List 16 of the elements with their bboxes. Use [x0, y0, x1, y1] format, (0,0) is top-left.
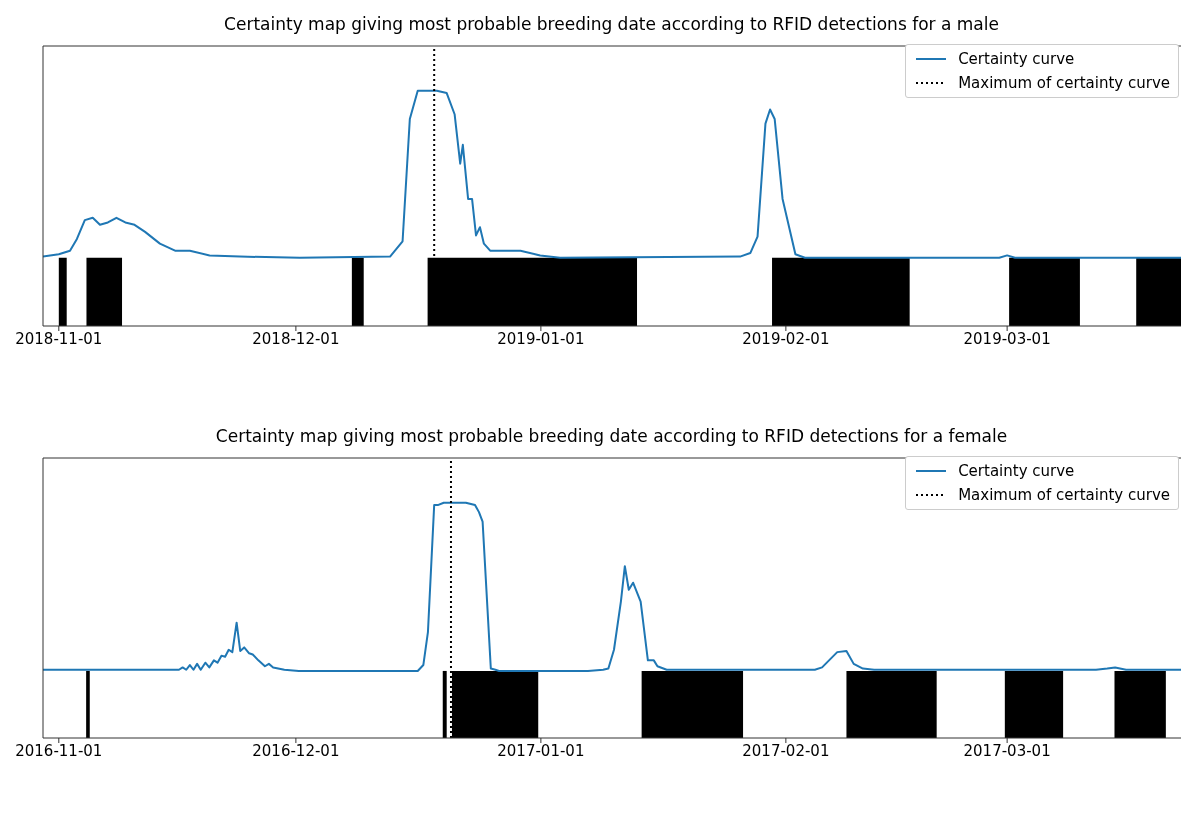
x-tick-label: 2018-12-01 — [252, 329, 340, 348]
chart-title: Certainty map giving most probable breeding date according to RFID detections for a female — [214, 425, 1009, 448]
chart-title: Certainty map giving most probable breeding date according to RFID detections for a male — [223, 13, 1000, 36]
x-tick-label: 2019-02-01 — [742, 329, 830, 348]
legend-label: Certainty curve — [958, 462, 1075, 480]
legend-label: Certainty curve — [958, 50, 1075, 68]
x-tick-label: 2019-03-01 — [963, 329, 1051, 348]
x-tick-label: 2017-02-01 — [742, 741, 830, 760]
x-tick-label: 2018-11-01 — [15, 329, 103, 348]
x-tick-label: 2016-11-01 — [15, 741, 103, 760]
x-tick-label: 2019-01-01 — [497, 329, 585, 348]
ref-line-label: Maximum of certainty curve — [958, 486, 1170, 504]
x-tick-label: 2017-03-01 — [963, 741, 1051, 760]
ref-line-label: Maximum of certainty curve — [958, 74, 1170, 92]
x-tick-label: 2017-01-01 — [497, 741, 585, 760]
x-tick-label: 2016-12-01 — [252, 741, 340, 760]
